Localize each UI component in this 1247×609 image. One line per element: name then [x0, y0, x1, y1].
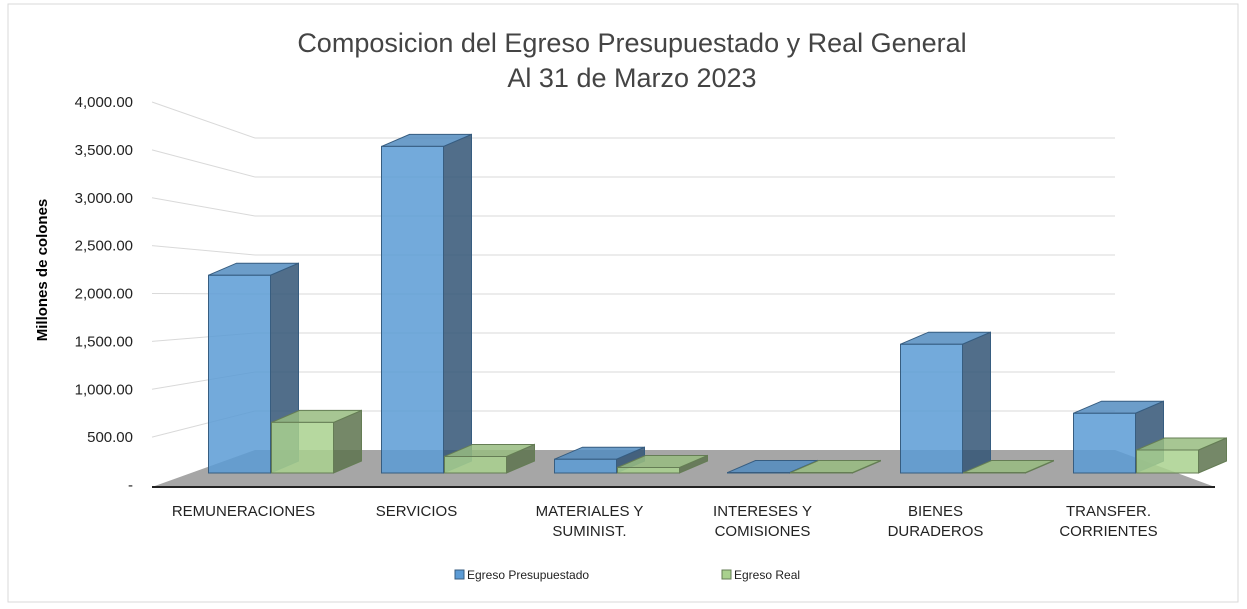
- bar-front: [554, 458, 617, 474]
- x-tick-label: REMUNERACIONES: [172, 502, 315, 522]
- bar-front: [208, 274, 271, 474]
- legend-label: Egreso Presupuestado: [467, 568, 589, 582]
- y-tick-label: 3,500.00: [75, 142, 133, 159]
- x-tick-text: INTERESES Y COMISIONES: [713, 503, 812, 540]
- x-tick-label: SERVICIOS: [357, 502, 477, 522]
- y-tick-label: 1,500.00: [75, 333, 133, 350]
- y-tick-label: 3,000.00: [75, 190, 133, 207]
- x-tick-text: MATERIALES Y SUMINIST.: [535, 503, 644, 540]
- x-tick-label: INTERESES Y COMISIONES: [703, 502, 823, 542]
- grid-line: [151, 101, 256, 139]
- bar: [444, 443, 535, 474]
- x-tick-label: BIENES DURADEROS: [876, 502, 996, 542]
- x-tick-text: BIENES DURADEROS: [887, 503, 984, 540]
- y-tick-label: 1,000.00: [75, 381, 133, 398]
- bar-front: [444, 455, 507, 474]
- bar-front: [900, 343, 963, 474]
- grid-line: [151, 197, 256, 217]
- bar-front: [271, 421, 334, 474]
- bar: [1136, 437, 1227, 474]
- x-tick-text: TRANSFER. CORRIENTES: [1059, 503, 1158, 540]
- bar-front: [1073, 412, 1136, 474]
- y-tick-label: 2,000.00: [75, 286, 133, 303]
- y-tick-label: 2,500.00: [75, 238, 133, 255]
- legend-label: Egreso Real: [734, 568, 800, 582]
- bar-side: [443, 133, 472, 474]
- x-tick-text: REMUNERACIONES: [171, 503, 316, 520]
- bar-front: [381, 145, 444, 474]
- bar: [554, 446, 645, 474]
- grid-line: [151, 149, 256, 178]
- legend-swatch: [721, 569, 732, 580]
- bar: [381, 133, 472, 474]
- y-axis-label: Millones de colones: [34, 199, 51, 342]
- bar: [617, 454, 708, 474]
- x-tick-label: TRANSFER. CORRIENTES: [1049, 502, 1169, 542]
- bar: [963, 459, 1054, 474]
- chart-subtitle: Al 31 de Marzo 2023: [507, 63, 756, 93]
- bar-front: [1136, 449, 1199, 474]
- bar-front: [617, 466, 680, 474]
- x-tick-label: MATERIALES Y SUMINIST.: [530, 502, 650, 542]
- bar: [900, 331, 991, 474]
- chart-title: Composicion del Egreso Presupuestado y R…: [297, 28, 966, 58]
- y-tick-label: 4,000.00: [75, 94, 133, 111]
- grid-line: [151, 245, 256, 256]
- y-tick-label: -: [128, 477, 133, 494]
- x-tick-text: SERVICIOS: [375, 503, 458, 520]
- bar-side: [962, 331, 991, 474]
- bar: [271, 409, 362, 474]
- bar: [790, 459, 881, 474]
- legend-swatch: [454, 569, 465, 580]
- y-tick-label: 500.00: [87, 429, 133, 446]
